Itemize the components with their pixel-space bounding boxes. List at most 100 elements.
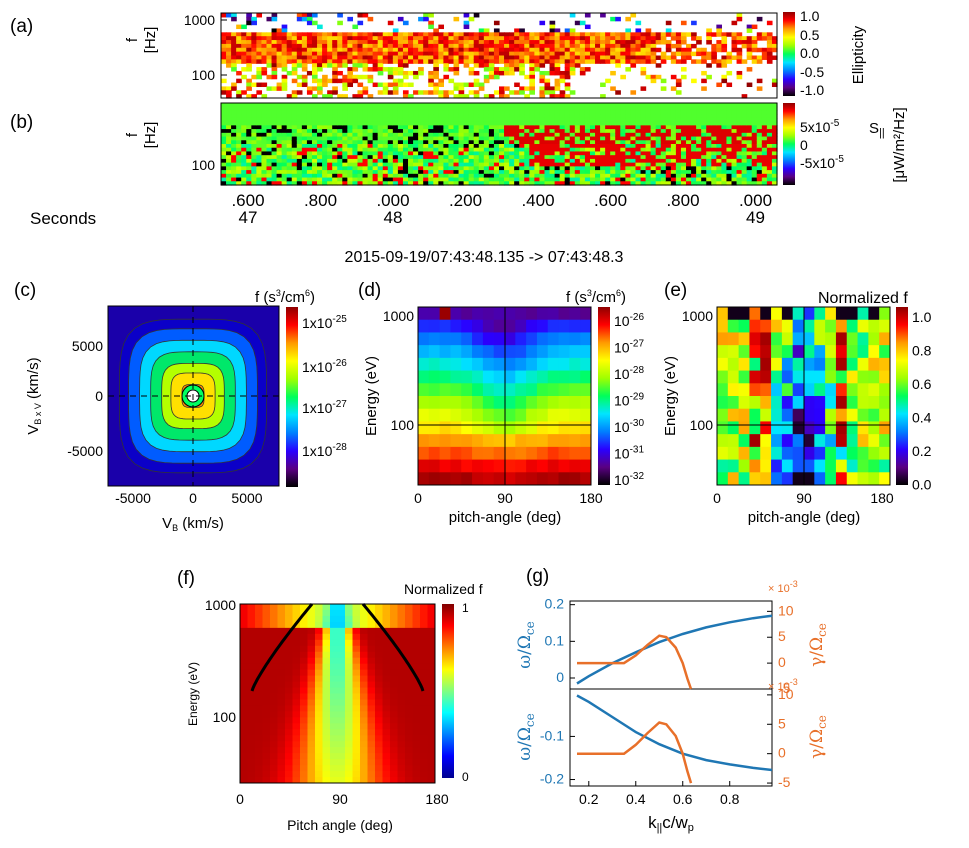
heatmap-cell xyxy=(579,36,586,41)
heatmap-cell xyxy=(311,78,318,84)
e-xlabel: pitch-angle (deg) xyxy=(748,509,861,526)
heatmap-cell xyxy=(332,181,338,186)
heatmap-cell xyxy=(367,59,374,64)
heatmap-cell xyxy=(600,129,606,134)
heatmap-cell xyxy=(650,173,657,179)
heatmap-cell xyxy=(509,158,515,164)
heatmap-cell xyxy=(226,151,232,156)
heatmap-cell xyxy=(499,90,505,95)
heatmap-cell xyxy=(311,67,318,72)
heatmap-cell xyxy=(524,132,530,138)
heatmap-cell xyxy=(549,86,556,91)
heatmap-cell xyxy=(645,147,652,153)
heatmap-cell xyxy=(726,177,733,182)
heatmap-cell xyxy=(402,51,409,57)
heatmap-cell xyxy=(450,319,462,333)
heatmap-cell xyxy=(352,55,359,60)
heatmap-cell xyxy=(655,181,662,186)
heatmap-cell xyxy=(680,136,687,141)
heatmap-cell xyxy=(408,136,414,141)
heatmap-cell xyxy=(716,170,722,175)
panel-b-frame xyxy=(220,102,778,186)
heatmap-cell xyxy=(574,158,581,164)
heatmap-cell xyxy=(580,459,592,473)
heatmap-cell xyxy=(322,711,331,718)
heatmap-cell xyxy=(650,144,657,149)
heatmap-cell xyxy=(478,166,485,171)
heatmap-cell xyxy=(291,114,298,119)
heatmap-cell xyxy=(413,177,419,182)
heatmap-cell xyxy=(600,132,606,138)
d-xtick-2: 180 xyxy=(579,490,603,506)
heatmap-cell xyxy=(468,170,475,175)
heatmap-cell xyxy=(584,140,591,145)
b-xtick: .800 xyxy=(666,191,699,210)
heatmap-cell xyxy=(569,36,576,41)
heatmap-cell xyxy=(367,645,376,653)
heatmap-cell xyxy=(367,717,376,724)
heatmap-cell xyxy=(554,110,561,115)
heatmap-cell xyxy=(453,162,460,167)
heatmap-cell xyxy=(246,86,252,91)
heatmap-cell xyxy=(291,162,298,167)
heatmap-cell xyxy=(246,181,252,186)
heatmap-cell xyxy=(539,125,546,130)
heatmap-cell xyxy=(463,129,470,134)
heatmap-cell xyxy=(448,114,455,119)
heatmap-cell xyxy=(746,173,753,179)
heatmap-cell xyxy=(645,140,652,145)
heatmap-cell xyxy=(382,136,389,141)
heatmap-cell xyxy=(405,771,413,778)
heatmap-cell xyxy=(360,747,368,754)
heatmap-cell xyxy=(589,106,596,112)
heatmap-cell xyxy=(277,627,286,635)
heatmap-cell xyxy=(352,117,359,123)
heatmap-cell xyxy=(271,173,278,179)
heatmap-cell xyxy=(448,158,455,164)
heatmap-cell xyxy=(600,177,606,182)
heatmap-cell xyxy=(405,747,413,754)
heatmap-cell xyxy=(352,687,361,694)
heatmap-cell xyxy=(247,717,256,724)
heatmap-cell xyxy=(367,627,376,635)
heatmap-cell xyxy=(524,103,530,108)
heatmap-cell xyxy=(262,621,271,629)
heatmap-cell xyxy=(630,47,637,53)
heatmap-cell xyxy=(301,47,308,53)
heatmap-cell xyxy=(367,117,374,123)
heatmap-cell xyxy=(286,177,293,182)
heatmap-cell xyxy=(236,40,242,45)
heatmap-cell xyxy=(251,32,257,37)
heatmap-cell xyxy=(256,67,263,72)
heatmap-cell xyxy=(375,729,383,736)
heatmap-cell xyxy=(428,158,434,164)
heatmap-cell xyxy=(701,136,707,141)
heatmap-cell xyxy=(390,699,398,706)
heatmap-cell xyxy=(675,140,682,145)
heatmap-cell xyxy=(493,446,505,461)
heatmap-cell xyxy=(322,181,328,186)
heatmap-cell xyxy=(727,472,740,486)
heatmap-cell xyxy=(382,114,389,119)
heatmap-cell xyxy=(526,357,538,372)
heatmap-cell xyxy=(276,140,283,145)
heatmap-cell xyxy=(749,307,761,321)
heatmap-cell xyxy=(529,36,535,41)
heatmap-cell xyxy=(766,129,773,134)
heatmap-cell xyxy=(315,627,323,635)
heatmap-cell xyxy=(428,13,434,18)
heatmap-cell xyxy=(696,125,702,130)
heatmap-cell xyxy=(236,177,242,182)
heatmap-cell xyxy=(620,117,626,123)
heatmap-cell xyxy=(721,144,728,149)
heatmap-cell xyxy=(726,181,733,186)
heatmap-cell xyxy=(463,110,470,115)
heatmap-cell xyxy=(529,173,535,179)
heatmap-cell xyxy=(529,144,535,149)
heatmap-cell xyxy=(402,144,409,149)
heatmap-cell xyxy=(377,117,384,123)
heatmap-cell xyxy=(650,114,657,119)
heatmap-cell xyxy=(281,103,288,108)
heatmap-cell xyxy=(686,110,692,115)
heatmap-cell xyxy=(635,144,642,149)
